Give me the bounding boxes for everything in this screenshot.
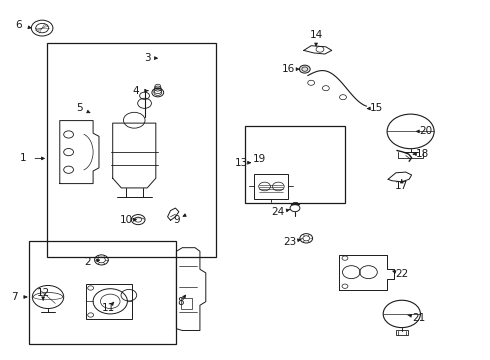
Text: 14: 14 [309, 30, 323, 40]
Text: 8: 8 [177, 297, 184, 307]
Text: 6: 6 [15, 20, 22, 30]
Text: 5: 5 [76, 103, 83, 113]
Text: 10: 10 [120, 215, 133, 225]
Text: 2: 2 [84, 257, 91, 267]
Bar [47, 43, 216, 257]
Bar [86, 284, 132, 319]
Text: 12: 12 [36, 288, 50, 298]
Text: 13: 13 [234, 158, 248, 168]
Text: 24: 24 [271, 207, 285, 217]
Text: 4: 4 [133, 86, 140, 96]
Text: 19: 19 [253, 154, 267, 164]
Text: 11: 11 [102, 303, 116, 313]
Text: 3: 3 [144, 53, 150, 63]
Text: 21: 21 [412, 312, 426, 323]
Text: 16: 16 [281, 64, 295, 74]
Text: 18: 18 [416, 149, 429, 159]
Circle shape [299, 65, 310, 73]
Text: 22: 22 [395, 269, 409, 279]
Text: 1: 1 [20, 153, 27, 163]
Bar [245, 126, 345, 203]
Text: 17: 17 [395, 181, 409, 192]
Text: 20: 20 [420, 126, 433, 136]
Bar [29, 241, 176, 344]
Text: 9: 9 [173, 215, 180, 225]
Text: 7: 7 [11, 292, 18, 302]
Bar [396, 330, 408, 335]
Bar [254, 174, 288, 199]
Text: 15: 15 [369, 103, 383, 113]
Bar [181, 298, 192, 309]
Text: 23: 23 [283, 237, 297, 247]
